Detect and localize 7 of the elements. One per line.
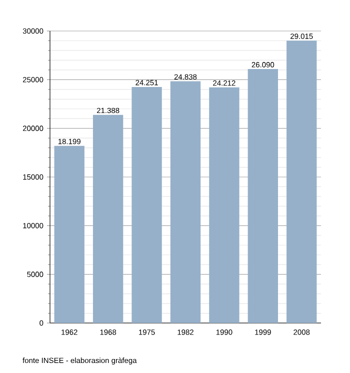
bar [209, 87, 240, 323]
bar [170, 81, 201, 323]
bar [248, 69, 278, 323]
bar [92, 114, 124, 323]
bar [286, 40, 317, 323]
bar [132, 86, 162, 323]
bar [54, 146, 84, 323]
